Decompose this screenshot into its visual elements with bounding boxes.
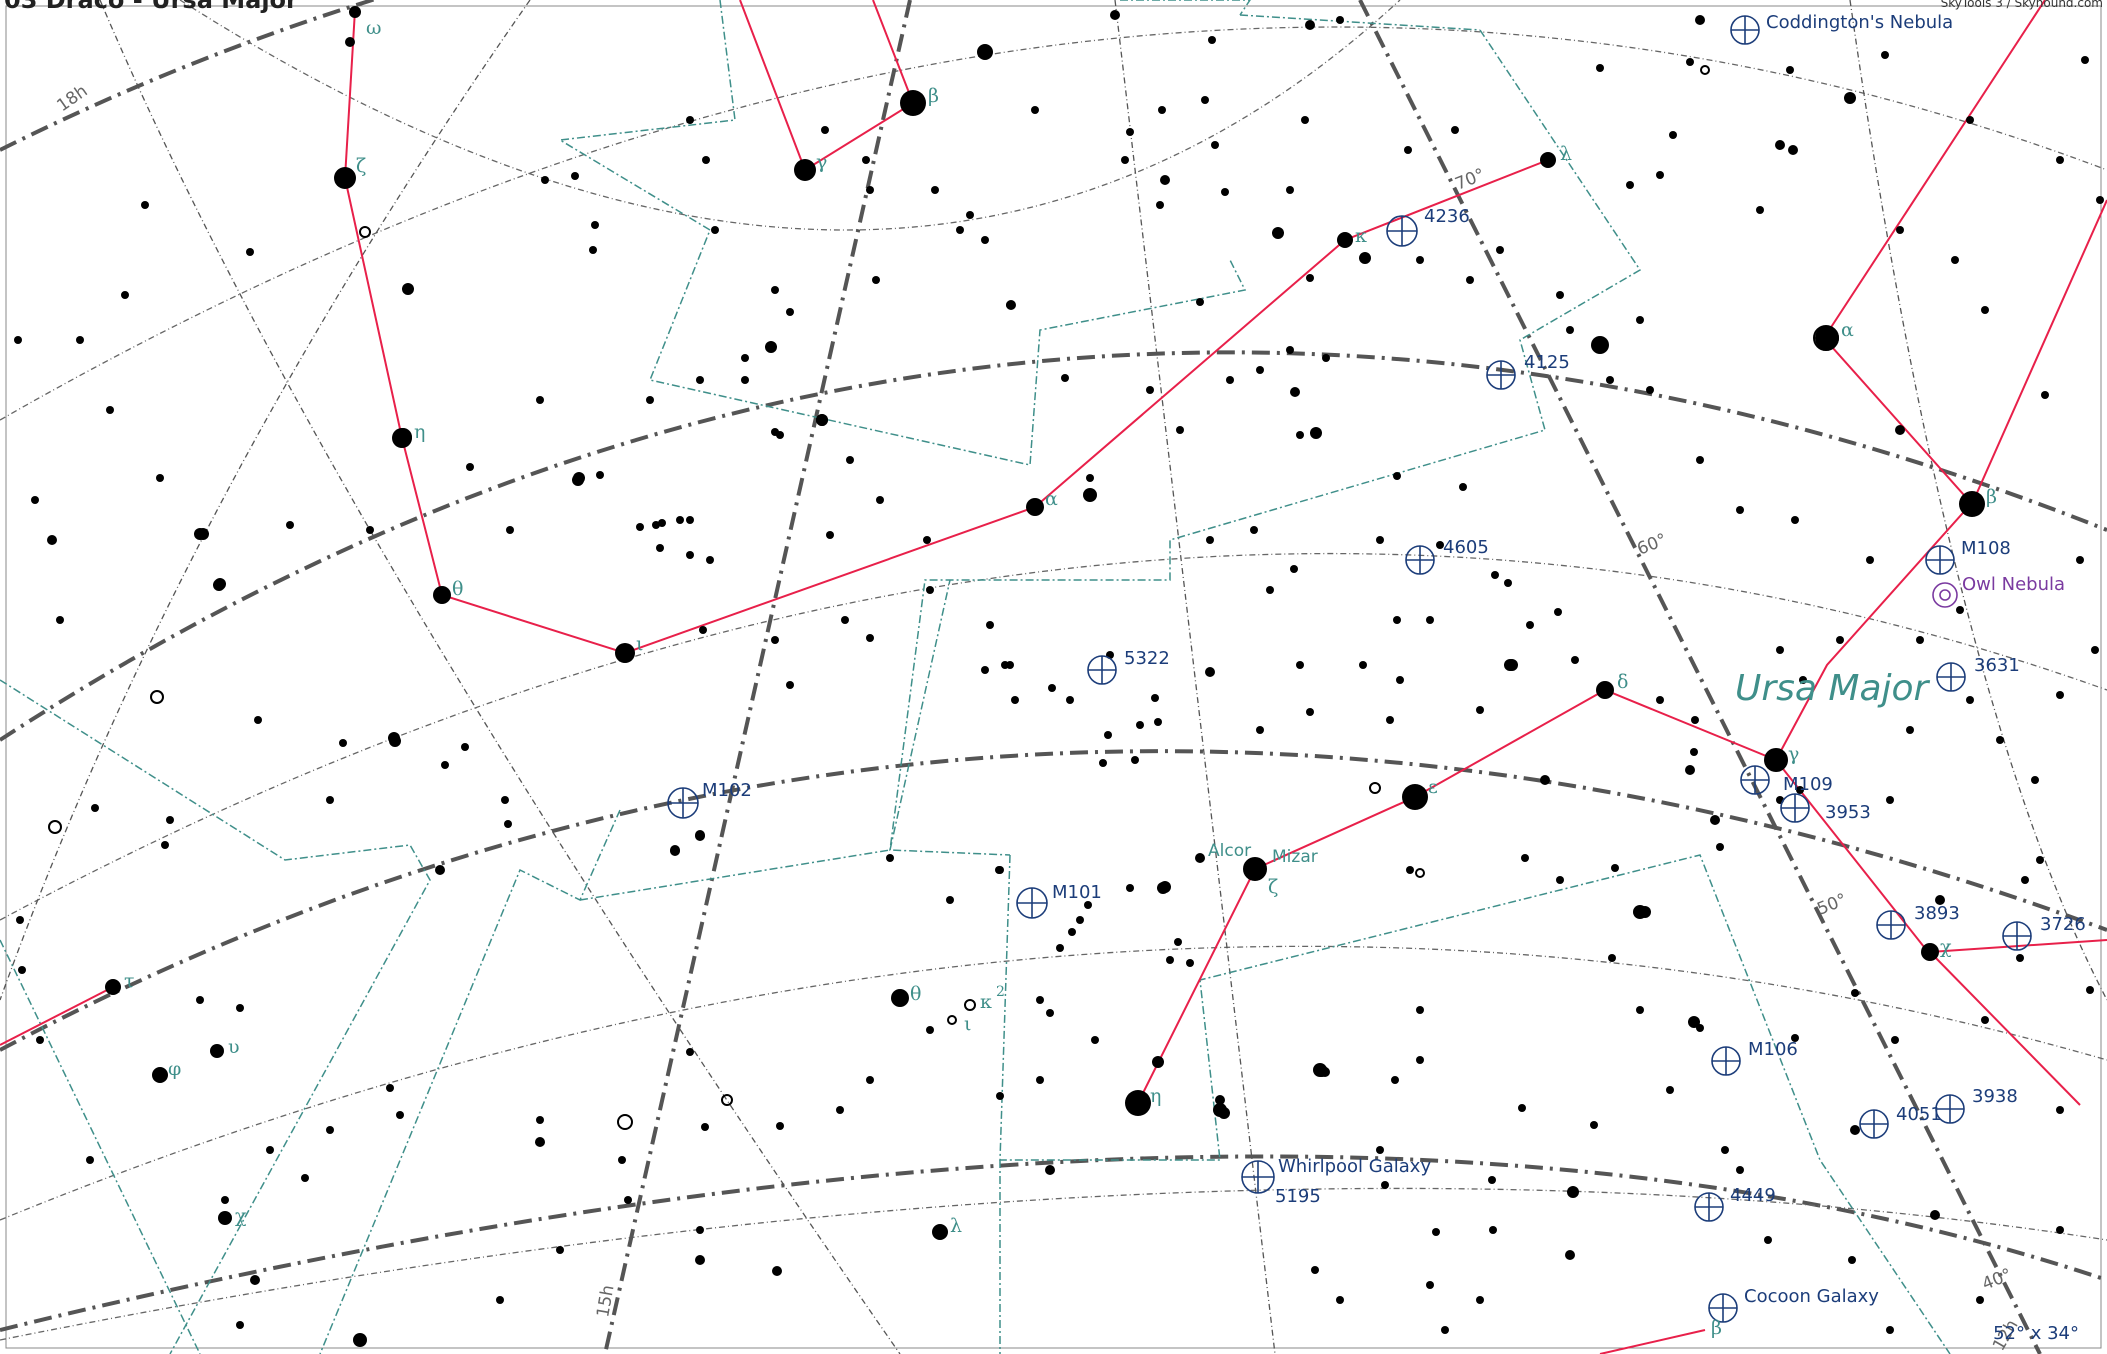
dso-label-4125: 4125 [1524, 352, 1570, 373]
dso-label-3893: 3893 [1914, 903, 1960, 924]
dso-label-whirlpool: Whirlpool Galaxy [1278, 1156, 1431, 1177]
dso-label-m101: M101 [1052, 882, 1102, 903]
star-label-uma-alpha: α [1841, 319, 1854, 341]
star-label-dra-eta: η [414, 421, 425, 443]
star-label-dra-alpha: α [1045, 488, 1058, 510]
dso-label-3953: 3953 [1825, 802, 1871, 823]
star-label-her-tau: τ [124, 970, 135, 992]
star-label-dra-lambda: λ [1560, 143, 1572, 165]
star-label-umi-gamma: γ [816, 151, 827, 173]
star-label-uma-gamma: γ [1788, 743, 1799, 765]
star-label-boo-theta: θ [910, 983, 921, 1005]
star-label-boo-iota: ι [964, 1013, 971, 1035]
dso-label-owl-nebula: Owl Nebula [1962, 574, 2065, 595]
field-of-view-label: 52° x 34° [1993, 1323, 2079, 1344]
chart-credit: SkyTools 3 / Skyhound.com [1940, 0, 2103, 10]
star-label-uma-zeta: ζ [1268, 876, 1278, 898]
dso-label-4051: 4051 [1896, 1104, 1942, 1125]
star-label-boo-kappa2: 2 [996, 984, 1005, 1000]
star-label-her-chi: χ [235, 1205, 247, 1227]
dso-label-m106: M106 [1748, 1039, 1798, 1060]
star-label-boo-lambda: λ [950, 1215, 962, 1237]
dso-label-3631: 3631 [1974, 655, 2020, 676]
star-label-her-phi: φ [168, 1058, 181, 1080]
dso-label-m108: M108 [1961, 538, 2011, 559]
star-label-dra-theta: θ [452, 578, 463, 600]
star-label-uma-eta: η [1150, 1085, 1161, 1107]
star-label-uma-chi: χ [1940, 936, 1952, 958]
star-label-uma-beta: β [1986, 486, 1997, 508]
double-stars [48, 65, 1839, 1130]
star-label-mizar: Mizar [1272, 847, 1318, 867]
owl-nebula-marker [1932, 582, 1958, 608]
star-label-dra-kappa: κ [1355, 225, 1367, 247]
star-label-uma-epsilon: ε [1428, 776, 1438, 798]
galaxy-markers [667, 15, 2032, 1323]
star-label-uma-delta: δ [1617, 671, 1628, 693]
dso-label-3938: 3938 [1972, 1086, 2018, 1107]
dso-label-5195: 5195 [1275, 1186, 1321, 1207]
dso-label-3726: 3726 [2040, 914, 2086, 935]
dso-label-4236: 4236 [1424, 206, 1470, 227]
dso-label-5322: 5322 [1124, 648, 1170, 669]
star-label-dra-iota: ι [636, 633, 643, 655]
chart-title: 03 Draco - Ursa Major [4, 0, 298, 14]
dso-label-m109: M109 [1783, 774, 1833, 795]
dso-label-cocoon: Cocoon Galaxy [1744, 1286, 1879, 1307]
star-label-umi-beta: β [928, 85, 939, 107]
dso-label-4449: 4449 [1730, 1185, 1776, 1206]
dso-label-m102: M102 [702, 780, 752, 801]
dso-label-4605: 4605 [1443, 537, 1489, 558]
star-label-alcor: Alcor [1208, 841, 1251, 861]
dso-label-coddington: Coddington's Nebula [1766, 12, 1953, 33]
star-label-dra-zeta: ζ [356, 155, 366, 177]
stars [14, 6, 2104, 1347]
star-label-her-upsilon: υ [228, 1036, 240, 1058]
star-label-uma-beta-low: β [1711, 1317, 1722, 1339]
star-label-boo-kappa: κ [980, 991, 992, 1013]
constellation-name-ursa-major: Ursa Major [1735, 668, 1931, 709]
star-label-dra-omega: ω [366, 17, 382, 39]
